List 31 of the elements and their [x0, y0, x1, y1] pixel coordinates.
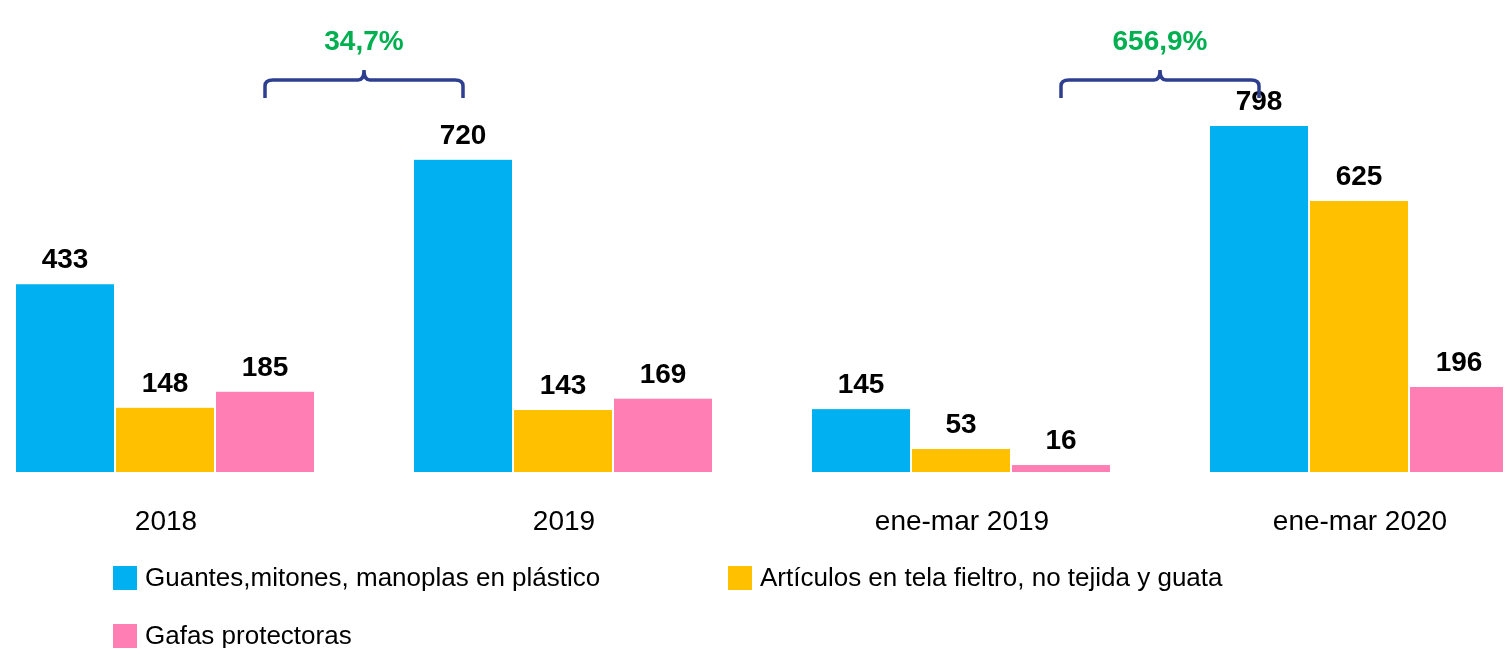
text: 34,7%: [324, 25, 404, 56]
bar: [614, 398, 712, 472]
data-label: 798: [1235, 85, 1283, 116]
bar: [216, 391, 314, 472]
legend-label: Guantes,mitones, manoplas en plástico: [145, 562, 601, 592]
legend-label: Artículos en tela fieltro, no tejida y guata: [760, 562, 1224, 592]
bar: [16, 284, 114, 472]
bar: [812, 409, 910, 472]
x-tick-label: 2018: [134, 505, 198, 536]
x-tick-label: 2019: [532, 505, 596, 536]
data-label: 148: [141, 366, 189, 398]
data-label: 196: [1435, 346, 1483, 378]
bar: [116, 407, 214, 472]
data-label: 145: [837, 368, 885, 400]
data-label: 169: [639, 357, 687, 389]
data-label: 53: [945, 408, 977, 440]
bar: [414, 159, 512, 472]
bar: [1210, 126, 1308, 472]
bar: [514, 410, 612, 472]
data-label: 625: [1335, 160, 1383, 192]
data-label: 720: [439, 118, 487, 150]
data-label: 16: [1045, 424, 1077, 456]
bar: [1310, 201, 1408, 472]
text: 656,9%: [1112, 25, 1208, 56]
bar: [1012, 465, 1110, 472]
data-label: 143: [539, 369, 587, 400]
bar: [912, 449, 1010, 472]
data-label: 185: [241, 350, 289, 382]
data-label: 433: [41, 243, 89, 275]
x-tick-label: ene-mar 2020: [1272, 505, 1448, 536]
x-tick-label: ene-mar 2019: [874, 505, 1050, 536]
